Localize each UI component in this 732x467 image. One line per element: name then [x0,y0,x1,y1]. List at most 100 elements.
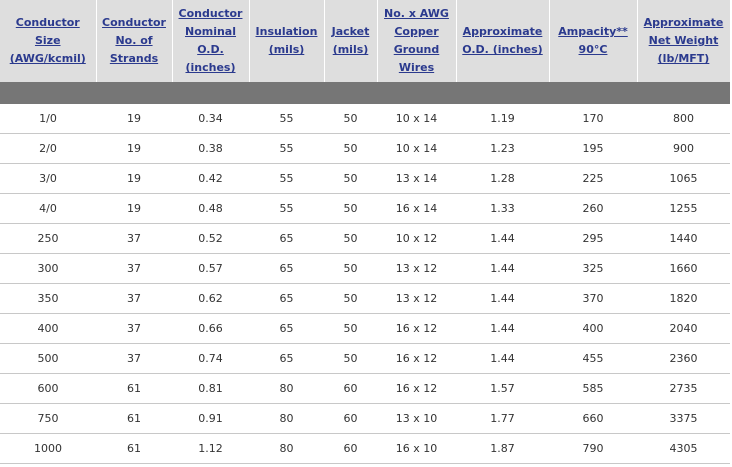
table-cell: 37 [96,223,172,254]
header-conductor-strands: Conductor No. of Strands [96,0,173,82]
table-cell: 1.87 [456,433,549,464]
table-cell: 900 [637,133,730,164]
table-cell: 4305 [637,433,730,464]
table-cell: 60 [324,433,377,464]
table-cell: 50 [324,253,377,284]
table-cell: 65 [249,283,324,314]
table-cell: 50 [324,313,377,344]
table-cell: 80 [249,403,324,434]
table-cell: 2/0 [0,133,96,164]
table-row: 600 61 0.81 80 60 16 x 12 1.57 585 2735 [0,373,730,404]
table-cell: 295 [549,223,637,254]
table-cell: 13 x 10 [377,403,456,434]
table-cell: 61 [96,403,172,434]
table-cell: 750 [0,403,96,434]
table-row: 500 37 0.74 65 50 16 x 12 1.44 455 2360 [0,343,730,374]
table-cell: 0.57 [172,253,249,284]
table-row: 3/0 19 0.42 55 50 13 x 14 1.28 225 1065 [0,163,730,194]
table-cell: 19 [96,163,172,194]
table-row: 300 37 0.57 65 50 13 x 12 1.44 325 1660 [0,253,730,284]
table-cell: 37 [96,253,172,284]
table-cell: 55 [249,193,324,224]
table-cell: 37 [96,313,172,344]
table-cell: 1.19 [456,104,549,134]
table-cell: 195 [549,133,637,164]
table-row: 1000 61 1.12 80 60 16 x 10 1.87 790 4305 [0,433,730,464]
header-ground-wires: No. x AWG Copper Ground Wires [377,0,457,82]
table-cell: 1255 [637,193,730,224]
header-approx-od: Approximate O.D. (inches) [456,0,550,82]
table-cell: 1.44 [456,253,549,284]
table-cell: 80 [249,373,324,404]
table-row: 750 61 0.91 80 60 13 x 10 1.77 660 3375 [0,403,730,434]
table-cell: 16 x 10 [377,433,456,464]
table-cell: 325 [549,253,637,284]
table-cell: 65 [249,253,324,284]
table-cell: 500 [0,343,96,374]
table-cell: 2040 [637,313,730,344]
table-cell: 50 [324,133,377,164]
table-cell: 50 [324,193,377,224]
table-cell: 1.44 [456,283,549,314]
table-cell: 1820 [637,283,730,314]
table-cell: 1065 [637,163,730,194]
table-cell: 0.81 [172,373,249,404]
table-cell: 55 [249,104,324,134]
table-cell: 50 [324,343,377,374]
table-cell: 60 [324,403,377,434]
table-cell: 4/0 [0,193,96,224]
table-cell: 37 [96,283,172,314]
table-cell: 0.66 [172,313,249,344]
table-cell: 400 [549,313,637,344]
table-row: 1/0 19 0.34 55 50 10 x 14 1.19 170 800 [0,104,730,134]
table-cell: 2360 [637,343,730,374]
table-cell: 225 [549,163,637,194]
table-cell: 61 [96,373,172,404]
table-cell: 13 x 12 [377,253,456,284]
table-cell: 1.12 [172,433,249,464]
table-row: 4/0 19 0.48 55 50 16 x 14 1.33 260 1255 [0,193,730,224]
table-cell: 400 [0,313,96,344]
header-conductor-od: Conductor Nominal O.D. (inches) [172,0,250,82]
table-cell: 1.33 [456,193,549,224]
table-cell: 13 x 12 [377,283,456,314]
table-cell: 50 [324,283,377,314]
table-cell: 250 [0,223,96,254]
table-cell: 50 [324,223,377,254]
table-cell: 260 [549,193,637,224]
table-cell: 0.48 [172,193,249,224]
table-cell: 800 [637,104,730,134]
table-cell: 0.74 [172,343,249,374]
header-net-weight: Approximate Net Weight (lb/MFT) [637,0,731,82]
table-cell: 55 [249,133,324,164]
table-cell: 65 [249,223,324,254]
table-cell: 1/0 [0,104,96,134]
table-cell: 0.42 [172,163,249,194]
table-cell: 1.44 [456,313,549,344]
table-cell: 19 [96,193,172,224]
table-cell: 1.23 [456,133,549,164]
table-cell: 37 [96,343,172,374]
header-divider-band [0,82,730,104]
table-row: 250 37 0.52 65 50 10 x 12 1.44 295 1440 [0,223,730,254]
table-cell: 10 x 12 [377,223,456,254]
table-cell: 16 x 12 [377,373,456,404]
table-cell: 1440 [637,223,730,254]
table-cell: 50 [324,163,377,194]
table-cell: 0.62 [172,283,249,314]
table-cell: 10 x 14 [377,133,456,164]
table-cell: 10 x 14 [377,104,456,134]
table-cell: 50 [324,104,377,134]
table-cell: 80 [249,433,324,464]
header-row: Conductor Size (AWG/kcmil) Conductor No.… [0,0,731,82]
table-cell: 3375 [637,403,730,434]
table-cell: 1000 [0,433,96,464]
table-cell: 790 [549,433,637,464]
table-cell: 600 [0,373,96,404]
header-ampacity: Ampacity** 90°C [549,0,638,82]
table-cell: 455 [549,343,637,374]
table-cell: 19 [96,104,172,134]
header-conductor-size: Conductor Size (AWG/kcmil) [0,0,97,82]
table-cell: 3/0 [0,163,96,194]
table-row: 400 37 0.66 65 50 16 x 12 1.44 400 2040 [0,313,730,344]
